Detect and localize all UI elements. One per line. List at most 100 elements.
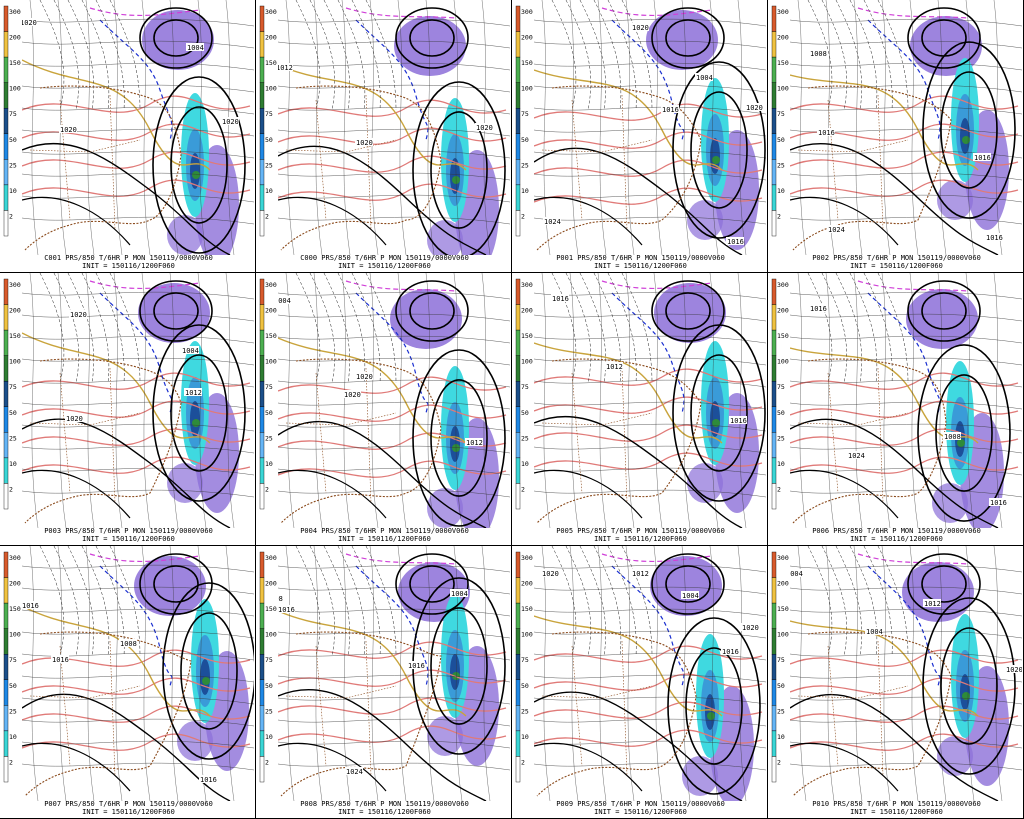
isobar-label: 1020 bbox=[66, 415, 83, 423]
isobar-label: 1016 bbox=[986, 234, 1003, 242]
colorbar-swatch bbox=[515, 432, 521, 459]
coastline bbox=[24, 631, 192, 797]
panel-caption: P001 PRS/850 T/6HR P MON 150119/0000V060… bbox=[516, 254, 765, 270]
isobar bbox=[430, 607, 488, 725]
precip-purple-area bbox=[134, 556, 206, 616]
colorbar-swatch bbox=[515, 329, 521, 356]
colorbar-label: 10 bbox=[265, 460, 273, 468]
precip-purple-area bbox=[906, 289, 978, 349]
forecast-map: 300 200 150 100 75 50 25 10 2 1004 1012 1004 1020 bbox=[771, 546, 1022, 801]
ensemble-member-panel: 300 200 150 100 75 50 25 10 2 1016 1008 1016 1016 P00… bbox=[0, 546, 256, 819]
panel-caption: P005 PRS/850 T/6HR P MON 150119/0000V060… bbox=[516, 527, 765, 543]
colorbar-label: 10 bbox=[265, 733, 273, 741]
colorbar-label: 2 bbox=[777, 485, 781, 493]
colorbar-swatch bbox=[771, 31, 777, 58]
colorbar-label: 25 bbox=[265, 707, 273, 715]
coastline bbox=[24, 358, 182, 524]
colorbar-label: 25 bbox=[777, 161, 785, 169]
isobar bbox=[430, 379, 488, 497]
panel-title: P008 PRS/850 T/6HR P MON 150119/0000V060 bbox=[300, 800, 469, 808]
isobar bbox=[665, 19, 711, 57]
forecast-map: 300 200 150 100 75 50 25 10 2 1012 1020 1020 bbox=[259, 0, 510, 255]
forecast-map: 300 200 150 100 75 50 25 10 2 1020 1012 1004 1016 102… bbox=[515, 546, 766, 801]
colorbar-swatch bbox=[771, 457, 777, 484]
panel-caption: P010 PRS/850 T/6HR P MON 150119/0000V060… bbox=[772, 800, 1021, 816]
isobar bbox=[139, 280, 213, 342]
colorbar-swatch bbox=[259, 628, 265, 655]
isobar bbox=[690, 91, 748, 209]
colorbar-label: 100 bbox=[521, 358, 533, 366]
colorbar-swatch bbox=[3, 705, 9, 732]
colorbar-swatch bbox=[771, 756, 777, 783]
colorbar-swatch bbox=[771, 577, 777, 604]
colorbar-swatch bbox=[3, 5, 9, 32]
isobar-label: 1020 bbox=[344, 391, 361, 399]
colorbar-label: 200 bbox=[777, 580, 789, 588]
isobar-label: 1004 bbox=[451, 590, 468, 598]
colorbar-swatch bbox=[515, 355, 521, 382]
precip-purple-area bbox=[394, 16, 466, 76]
colorbar-swatch bbox=[259, 457, 265, 484]
colorbar-swatch bbox=[515, 210, 521, 237]
isobar-label: 1016 bbox=[662, 106, 679, 114]
colorbar-label: 200 bbox=[521, 34, 533, 42]
colorbar-label: 75 bbox=[777, 383, 785, 391]
colorbar-swatch bbox=[515, 184, 521, 211]
ensemble-member-panel: 300 200 150 100 75 50 25 10 2 1004 1020 1020 1012 P00… bbox=[256, 273, 512, 546]
colorbar-label: 100 bbox=[777, 631, 789, 639]
forecast-map: 300 200 150 100 75 50 25 10 2 1004 1020 1020 1012 bbox=[259, 273, 510, 528]
panel-title: P001 PRS/850 T/6HR P MON 150119/0000V060 bbox=[556, 254, 725, 262]
colorbar-swatch bbox=[3, 756, 9, 783]
colorbar-swatch bbox=[259, 654, 265, 680]
isobar-label: 1020 bbox=[746, 104, 763, 112]
colorbar-swatch bbox=[3, 31, 9, 58]
colorbar-label: 300 bbox=[521, 554, 533, 562]
isobar bbox=[153, 565, 199, 603]
isobar bbox=[409, 565, 455, 603]
colorbar-label: 150 bbox=[265, 605, 277, 613]
colorbar-swatch bbox=[515, 551, 521, 578]
ensemble-member-panel: 300 200 150 100 75 50 25 10 2 1020 1004 1012 1020 P00… bbox=[0, 273, 256, 546]
colorbar-swatch bbox=[259, 432, 265, 459]
colorbar-label: 200 bbox=[521, 307, 533, 315]
isobar bbox=[690, 354, 748, 472]
colorbar-swatch bbox=[771, 133, 777, 160]
panel-title: P010 PRS/850 T/6HR P MON 150119/0000V060 bbox=[812, 800, 981, 808]
colorbar-label: 150 bbox=[9, 332, 21, 340]
isobar bbox=[667, 617, 761, 795]
colorbar-label: 150 bbox=[777, 605, 789, 613]
isobar-label: 1024 bbox=[346, 768, 363, 776]
colorbar-label: 300 bbox=[777, 281, 789, 289]
colorbar-swatch bbox=[515, 31, 521, 58]
colorbar-label: 200 bbox=[777, 34, 789, 42]
colorbar-swatch bbox=[515, 457, 521, 484]
colorbar-swatch bbox=[259, 278, 265, 305]
colorbar-swatch bbox=[3, 159, 9, 186]
colorbar-label: 2 bbox=[521, 758, 525, 766]
colorbar-label: 100 bbox=[521, 85, 533, 93]
colorbar-label: 25 bbox=[777, 707, 785, 715]
colorbar-label: 10 bbox=[521, 733, 529, 741]
isobar-label: 1012 bbox=[185, 389, 202, 397]
colorbar-label: 2 bbox=[777, 212, 781, 220]
colorbar-label: 25 bbox=[521, 434, 529, 442]
isobar bbox=[170, 354, 228, 472]
colorbar-label: 100 bbox=[265, 85, 277, 93]
colorbar-swatch bbox=[259, 108, 265, 134]
colorbar-label: 150 bbox=[265, 59, 277, 67]
isobar-label: 1020 bbox=[70, 311, 87, 319]
panel-caption: C000 PRS/850 T/6HR P MON 150119/0000V060… bbox=[260, 254, 509, 270]
isobar bbox=[685, 647, 743, 765]
colorbar: 300 200 150 100 75 50 25 10 2 bbox=[515, 278, 533, 510]
forecast-map: 300 200 150 100 75 50 25 10 2 1008 1016 1016 1024 101… bbox=[771, 0, 1022, 255]
colorbar-swatch bbox=[259, 705, 265, 732]
colorbar-label: 200 bbox=[265, 34, 277, 42]
colorbar-swatch bbox=[259, 551, 265, 578]
isobar bbox=[170, 106, 228, 224]
isobar bbox=[409, 292, 455, 330]
colorbar-label: 50 bbox=[777, 682, 785, 690]
colorbar-label: 10 bbox=[9, 733, 17, 741]
colorbar-swatch bbox=[771, 355, 777, 382]
panel-caption: P007 PRS/850 T/6HR P MON 150119/0000V060… bbox=[4, 800, 253, 816]
panel-caption: P008 PRS/850 T/6HR P MON 150119/0000V060… bbox=[260, 800, 509, 816]
